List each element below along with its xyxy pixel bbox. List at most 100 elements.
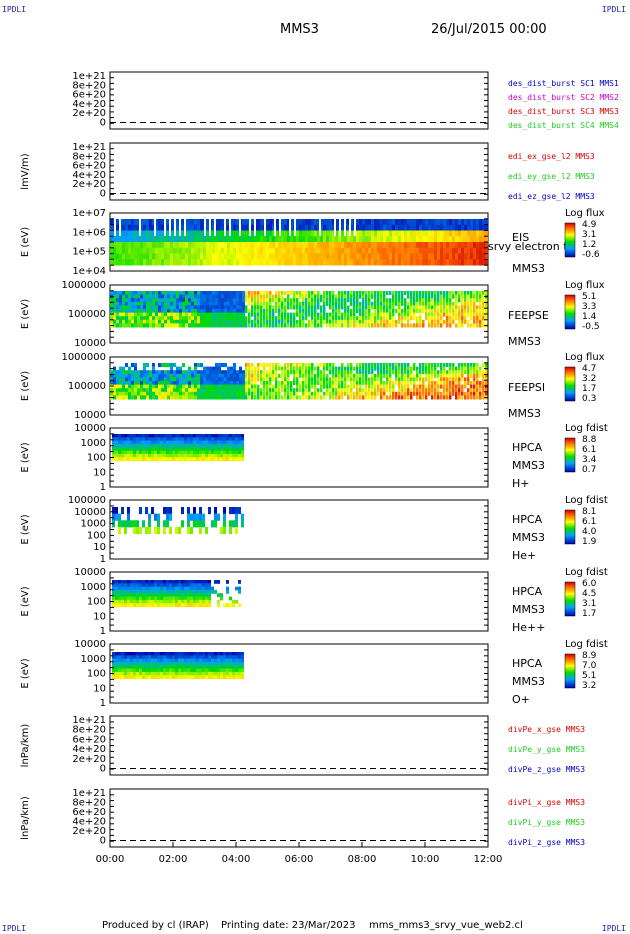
spectrogram-cell (365, 384, 368, 389)
spectrogram-cell (428, 219, 431, 226)
spectrogram-cell (413, 224, 416, 231)
spectrogram-cell (473, 391, 476, 396)
spectrogram-cell (449, 301, 452, 306)
y-tick-label: 10000 (74, 423, 106, 434)
spectrogram-cell (254, 305, 257, 310)
spectrogram-cell (157, 447, 160, 452)
spectrogram-cell (166, 586, 169, 591)
spectrogram-cell (241, 661, 244, 666)
spectrogram-cell (299, 291, 302, 296)
spectrogram-cell (332, 323, 335, 328)
spectrogram-cell (332, 316, 335, 321)
spectrogram-cell (224, 323, 227, 328)
spectrogram-cell (119, 323, 122, 328)
spectrogram-cell (131, 219, 134, 226)
spectrogram-cell (121, 583, 124, 588)
spectrogram-cell (164, 388, 167, 393)
spectrogram-cell (220, 665, 223, 670)
spectrogram-cell (464, 253, 467, 260)
spectrogram-cell (116, 391, 119, 396)
spectrogram-cell (350, 309, 353, 314)
spectrogram-cell (142, 443, 145, 448)
spectrogram-cell (127, 507, 130, 515)
spectrogram-cell (395, 291, 398, 296)
spectrogram-cell (428, 298, 431, 303)
spectrogram-cell (236, 305, 239, 310)
spectrogram-cell (386, 381, 389, 386)
spectrogram-cell (281, 294, 284, 299)
spectrogram-cell (338, 391, 341, 396)
spectrogram-cell (443, 253, 446, 260)
spectrogram-cell (193, 655, 196, 660)
spectrogram-cell (437, 247, 440, 254)
spectrogram-cell (392, 253, 395, 260)
colorbar (564, 294, 576, 330)
spectrogram-cell (146, 395, 149, 400)
spectrogram-cell (179, 247, 182, 254)
spectrogram-cell (232, 453, 235, 458)
spectrogram-cell (178, 665, 181, 670)
spectrogram-cell (112, 675, 115, 680)
spectrogram-cell (209, 236, 212, 243)
spectrogram-cell (209, 391, 212, 396)
spectrogram-cell (152, 236, 155, 243)
spectrogram-cell (446, 224, 449, 231)
spectrogram-cell (155, 395, 158, 400)
spectrogram-cell (136, 661, 139, 666)
spectrogram-cell (326, 366, 329, 371)
y-tick-label: 1000000 (61, 280, 106, 291)
spectrogram-cell (148, 583, 151, 588)
spectrogram-cell (443, 395, 446, 400)
spectrogram-cell (172, 589, 175, 594)
spectrogram-cell (440, 309, 443, 314)
spectrogram-cell (362, 366, 365, 371)
spectrogram-cell (395, 298, 398, 303)
spectrogram-cell (377, 242, 380, 249)
spectrogram-cell (236, 301, 239, 306)
spectrogram-cell (248, 395, 251, 400)
spectrogram-cell (131, 236, 134, 243)
spectrogram-cell (155, 291, 158, 296)
spectrogram-cell (193, 580, 196, 584)
spectrogram-cell (200, 323, 203, 328)
spectrogram-cell (449, 294, 452, 299)
spectrogram-cell (238, 453, 241, 458)
spectrogram-cell (413, 391, 416, 396)
spectrogram-cell (152, 230, 155, 237)
spectrogram-cell (476, 219, 479, 226)
spectrogram-cell (278, 319, 281, 324)
spectrogram-cell (208, 507, 211, 515)
spectrogram-cell (458, 219, 461, 226)
spectrogram-cell (344, 236, 347, 243)
spectrogram-cell (142, 603, 145, 608)
spectrogram-cell (208, 593, 211, 598)
spectrogram-cell (320, 309, 323, 314)
spectrogram-cell (199, 671, 202, 676)
spectrogram-cell (476, 230, 479, 237)
spectrogram-cell (157, 658, 160, 663)
spectrogram-cell (392, 366, 395, 371)
spectrogram-cell (142, 440, 145, 445)
spectrogram-cell (440, 319, 443, 324)
spectrogram-cell (263, 363, 266, 368)
spectrogram-cell (458, 236, 461, 243)
spectrogram-cell (238, 457, 241, 462)
spectrogram-cell (172, 658, 175, 663)
spectrogram-cell (238, 589, 241, 594)
spectrogram-cell (458, 395, 461, 400)
spectrogram-cell (220, 671, 223, 676)
spectrogram-cell (128, 384, 131, 389)
spectrogram-cell (287, 294, 290, 299)
spectrogram-cell (164, 259, 167, 266)
spectrogram-cell (419, 370, 422, 375)
spectrogram-cell (368, 312, 371, 317)
spectrogram-cell (241, 520, 244, 528)
spectrogram-cell (398, 301, 401, 306)
spectrogram-cell (362, 363, 365, 368)
spectrogram-cell (191, 294, 194, 299)
spectrogram-cell (161, 323, 164, 328)
spectrogram-cell (449, 381, 452, 386)
spectrogram-cell (235, 661, 238, 666)
spectrogram-cell (221, 224, 224, 231)
spectrogram-cell (212, 395, 215, 400)
